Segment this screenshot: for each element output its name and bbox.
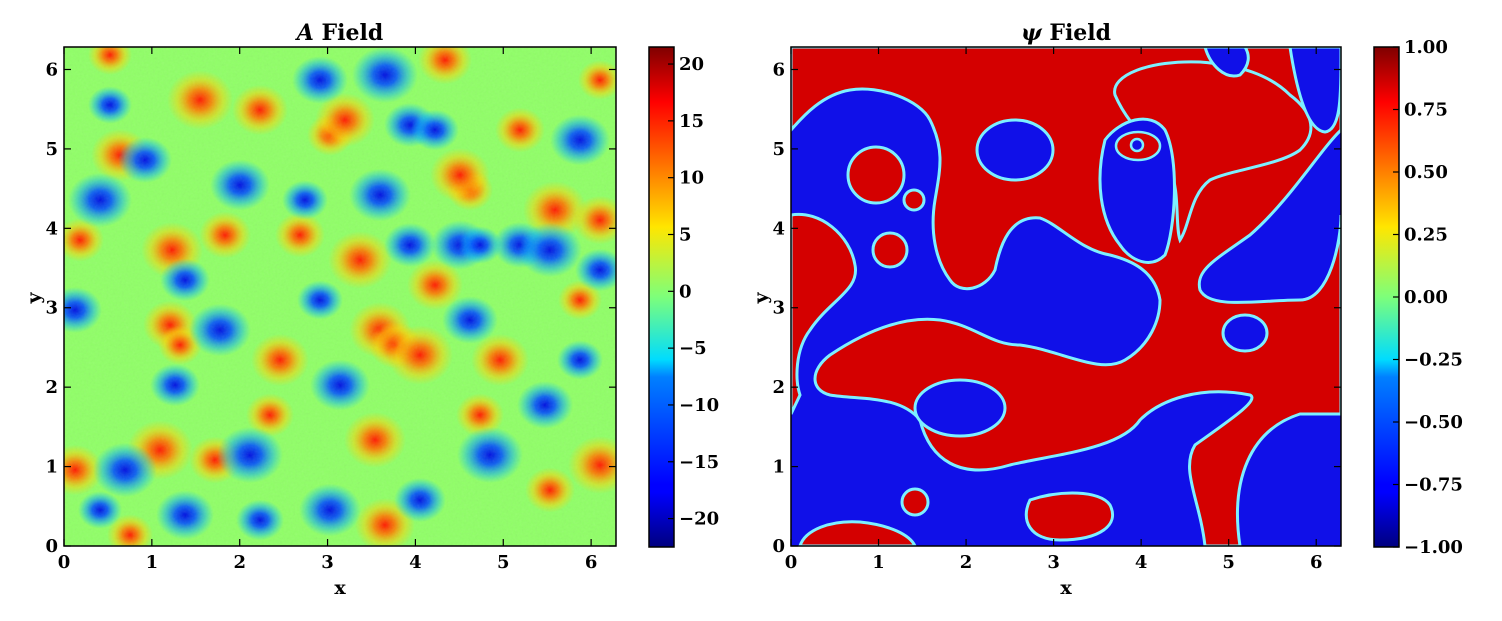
panel-psi-xtick-label: 5 bbox=[1222, 552, 1235, 573]
panel-psi-title: ψ Field bbox=[1021, 20, 1111, 46]
panel-a-xtick-label: 0 bbox=[58, 552, 71, 573]
panel-psi-colorbar-tick-label: 0.50 bbox=[1404, 162, 1448, 183]
panel-a-colorbar-tick-label: −20 bbox=[679, 509, 719, 530]
panel-psi-ytick-label: 0 bbox=[772, 536, 785, 557]
panel-a-ytick-label: 4 bbox=[45, 218, 58, 239]
panel-psi-colorbar-tick-label: −1.00 bbox=[1404, 537, 1463, 558]
panel-a-colorbar-ticks: 20 15 10 5 0 −5 −10 −15 −20 bbox=[668, 54, 719, 530]
panel-psi-xtick-label: 1 bbox=[872, 552, 885, 573]
panel-a-xtick-label: 6 bbox=[585, 552, 598, 573]
panel-a-xtick-label: 3 bbox=[321, 552, 334, 573]
panel-a-title-symbol: A bbox=[295, 20, 314, 46]
panel-a-colorbar-tick-label: −5 bbox=[679, 338, 707, 359]
panel-psi-xtick-label: 2 bbox=[960, 552, 973, 573]
panel-a-colorbar-tick-label: 0 bbox=[679, 281, 692, 302]
panel-psi-ytick-label: 4 bbox=[772, 218, 785, 239]
panel-psi-colorbar-tick-label: 0.25 bbox=[1404, 225, 1448, 246]
panel-psi-ytick-label: 6 bbox=[772, 59, 785, 80]
panel-a-colorbar-tick-label: −10 bbox=[679, 395, 719, 416]
panel-psi-colorbar-ticks: 1.00 0.75 0.50 0.25 0.00 −0.25 −0.50 −0.75 −1.00 bbox=[1393, 37, 1463, 558]
panel-a-title: A Field bbox=[295, 20, 383, 46]
panel-psi-ytick-label: 3 bbox=[772, 298, 785, 319]
panel-psi-colorbar-tick-label: 0.75 bbox=[1404, 100, 1448, 121]
panel-a-frame bbox=[63, 46, 617, 547]
panel-a-colorbar-tick-label: 15 bbox=[679, 111, 704, 132]
panel-psi-colorbar-tick-label: 0.00 bbox=[1404, 287, 1448, 308]
panel-a-xtick-label: 5 bbox=[497, 552, 510, 573]
panel-a-colorbar-tick-label: −15 bbox=[679, 452, 719, 473]
panel-a-colorbar-tick-label: 20 bbox=[679, 54, 704, 75]
panel-a-ytick-label: 3 bbox=[45, 298, 58, 319]
panel-a-xlabel: x bbox=[334, 577, 346, 599]
panel-psi-xlabel: x bbox=[1060, 577, 1072, 599]
panel-psi-title-symbol: ψ bbox=[1021, 20, 1043, 46]
panel-a-ytick-label: 5 bbox=[45, 139, 58, 160]
panel-a-xtick-label: 4 bbox=[409, 552, 422, 573]
panel-a-ytick-label: 6 bbox=[45, 59, 58, 80]
panel-a-ticks: 0 1 2 3 4 5 6 0 1 2 3 4 5 6 bbox=[45, 47, 616, 573]
panel-a-colorbar-tick-label: 5 bbox=[679, 225, 692, 246]
panel-a-ylabel: y bbox=[23, 292, 45, 305]
panel-psi-heatmap bbox=[791, 47, 1341, 546]
panel-a-colorbar bbox=[648, 46, 675, 548]
panel-a-title-rest: Field bbox=[314, 20, 383, 46]
panel-psi-colorbar-tick-label: −0.50 bbox=[1404, 412, 1463, 433]
panel-psi-colorbar-tick-label: −0.25 bbox=[1404, 350, 1463, 371]
panel-a-heatmap bbox=[64, 47, 616, 546]
panel-psi-xtick-label: 0 bbox=[785, 552, 798, 573]
panel-psi-ylabel: y bbox=[750, 292, 772, 305]
panel-psi-colorbar-tick-label: 1.00 bbox=[1404, 37, 1448, 58]
panel-psi-xtick-label: 4 bbox=[1135, 552, 1148, 573]
panel-a-ytick-label: 1 bbox=[45, 457, 58, 478]
panel-a-xtick-label: 2 bbox=[233, 552, 246, 573]
panel-psi-xtick-label: 3 bbox=[1047, 552, 1060, 573]
panel-a-xtick-label: 1 bbox=[146, 552, 159, 573]
panel-a-ytick-label: 2 bbox=[45, 377, 58, 398]
panel-a-colorbar-tick-label: 10 bbox=[679, 168, 704, 189]
panel-psi-xtick-label: 6 bbox=[1310, 552, 1323, 573]
panel-psi: ψ Field bbox=[750, 20, 1463, 599]
panel-psi-ticks: 0 1 2 3 4 5 6 0 1 2 3 4 5 6 bbox=[772, 47, 1341, 573]
panel-psi-frame bbox=[790, 46, 1342, 547]
panel-psi-ytick-label: 5 bbox=[772, 139, 785, 160]
panel-psi-ytick-label: 1 bbox=[772, 457, 785, 478]
panel-a: A Field 0 1 2 3 4 5 6 0 1 2 3 4 5 6 x y 20 15 10 5 0 −5 −10… bbox=[23, 20, 719, 599]
panel-psi-colorbar-tick-label: −0.75 bbox=[1404, 475, 1463, 496]
panel-psi-title-rest: Field bbox=[1042, 20, 1111, 46]
panel-psi-ytick-label: 2 bbox=[772, 377, 785, 398]
panel-a-ytick-label: 0 bbox=[45, 536, 58, 557]
